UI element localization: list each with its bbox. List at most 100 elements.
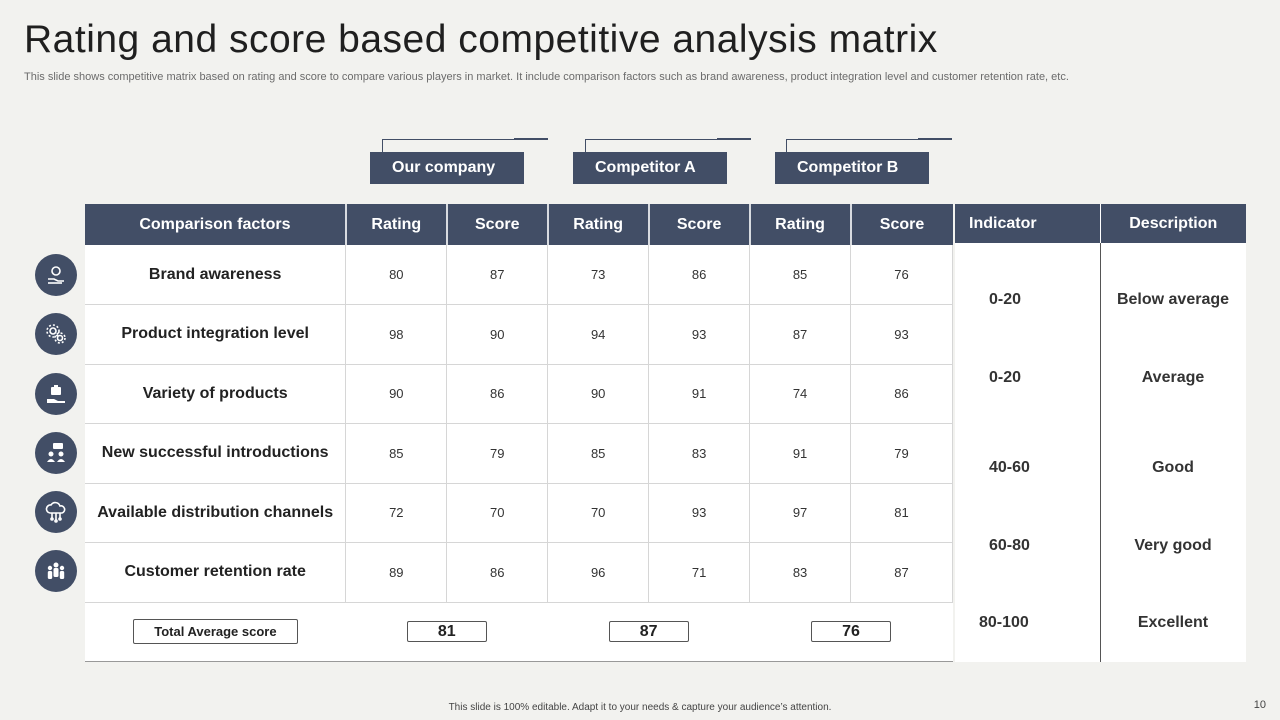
legend-header-indicator: Indicator	[955, 204, 1100, 243]
legend-divider	[1100, 243, 1101, 662]
legend-header: Indicator Description	[955, 204, 1246, 243]
indicator-legend: Indicator Description 0-20 Below average…	[955, 204, 1246, 662]
total-row: Total Average score 81 87 76	[85, 602, 953, 662]
indicator-range: 40-60	[989, 459, 1030, 476]
total-cell: 81	[345, 602, 548, 662]
indicator-description: Excellent	[1137, 614, 1209, 631]
legend-row: 80-100 Excellent	[955, 614, 1246, 632]
indicator-description: Below average	[1116, 291, 1230, 308]
factor-label: Product integration level	[85, 304, 347, 365]
value-cell: 76	[850, 245, 953, 305]
header-rating: Rating	[547, 204, 650, 245]
factor-label: Variety of products	[85, 364, 347, 424]
value-cell: 79	[446, 423, 549, 484]
header-rating: Rating	[749, 204, 852, 245]
table-header-row: Comparison factors Rating Score Rating S…	[85, 204, 953, 245]
value-cell: 93	[648, 483, 751, 543]
header-score: Score	[648, 204, 751, 245]
legend-row: 0-20 Below average	[955, 291, 1246, 309]
total-cell: 76	[749, 602, 953, 662]
value-cell: 86	[446, 364, 549, 424]
total-label-cell: Total Average score	[85, 602, 346, 662]
value-cell: 98	[345, 304, 448, 365]
value-cell: 90	[345, 364, 448, 424]
tab-bracket-decoration	[786, 138, 952, 153]
table-row: New successful introductions 85 79 85 83…	[85, 423, 953, 484]
legend-row: 40-60 Good	[955, 459, 1246, 477]
value-cell: 71	[648, 542, 751, 603]
value-cell: 97	[749, 483, 852, 543]
indicator-range: 0-20	[989, 291, 1022, 308]
total-cell: 87	[547, 602, 750, 662]
value-cell: 70	[446, 483, 549, 543]
factor-label: Available distribution channels	[85, 483, 347, 543]
value-cell: 80	[345, 245, 448, 305]
value-cell: 85	[345, 423, 448, 484]
table-row: Available distribution channels 72 70 70…	[85, 483, 953, 543]
competitive-matrix-table: Comparison factors Rating Score Rating S…	[85, 204, 953, 662]
value-cell: 91	[749, 423, 852, 484]
value-cell: 89	[345, 542, 448, 603]
total-our-company: 81	[406, 621, 487, 643]
value-cell: 83	[648, 423, 751, 484]
company-tab-our-company: Our company	[370, 152, 524, 184]
value-cell: 70	[547, 483, 650, 543]
header-score: Score	[446, 204, 549, 245]
value-cell: 87	[850, 542, 953, 603]
header-score: Score	[850, 204, 953, 245]
value-cell: 81	[850, 483, 953, 543]
value-cell: 90	[547, 364, 650, 424]
value-cell: 96	[547, 542, 650, 603]
value-cell: 86	[648, 245, 751, 305]
header-rating: Rating	[345, 204, 448, 245]
value-cell: 85	[749, 245, 852, 305]
value-cell: 94	[547, 304, 650, 365]
legend-row: 60-80 Very good	[955, 537, 1246, 555]
header-comparison-factors: Comparison factors	[85, 204, 347, 245]
slide-title: Rating and score based competitive analy…	[24, 18, 938, 61]
indicator-description: Average	[1141, 369, 1205, 386]
value-cell: 85	[547, 423, 650, 484]
table-row: Product integration level 98 90 94 93 87…	[85, 304, 953, 365]
footer-note: This slide is 100% editable. Adapt it to…	[448, 702, 832, 713]
company-tab-competitor-b: Competitor B	[775, 152, 929, 184]
value-cell: 87	[749, 304, 852, 365]
value-cell: 93	[850, 304, 953, 365]
table-row: Customer retention rate 89 86 96 71 83 8…	[85, 542, 953, 603]
value-cell: 72	[345, 483, 448, 543]
hand-briefcase-icon	[35, 373, 77, 415]
indicator-range: 60-80	[989, 537, 1030, 554]
value-cell: 86	[446, 542, 549, 603]
indicator-description: Very good	[1134, 537, 1212, 554]
total-average-label: Total Average score	[133, 619, 298, 645]
value-cell: 90	[446, 304, 549, 365]
tab-bracket-decoration	[585, 138, 751, 153]
value-cell: 86	[850, 364, 953, 424]
group-people-icon	[35, 550, 77, 592]
table-row: Variety of products 90 86 90 91 74 86	[85, 364, 953, 424]
slide-subtitle: This slide shows competitive matrix base…	[24, 71, 1069, 83]
cloud-network-icon	[35, 491, 77, 533]
indicator-description: Good	[1152, 459, 1194, 476]
value-cell: 74	[749, 364, 852, 424]
value-cell: 87	[446, 245, 549, 305]
value-cell: 73	[547, 245, 650, 305]
value-cell: 79	[850, 423, 953, 484]
total-competitor-b: 76	[811, 621, 892, 643]
legend-row: 0-20 Average	[955, 369, 1246, 387]
factor-label: Customer retention rate	[85, 542, 347, 603]
value-cell: 93	[648, 304, 751, 365]
company-tab-competitor-a: Competitor A	[573, 152, 727, 184]
tab-bracket-decoration	[382, 138, 548, 153]
value-cell: 91	[648, 364, 751, 424]
page-number: 10	[1253, 699, 1266, 711]
factor-label: New successful introductions	[85, 423, 347, 484]
table-row: Brand awareness 80 87 73 86 85 76	[85, 245, 953, 305]
factor-label: Brand awareness	[85, 245, 347, 305]
hand-idea-icon	[35, 254, 77, 296]
indicator-range: 80-100	[979, 614, 1029, 631]
gears-icon	[35, 313, 77, 355]
total-competitor-a: 87	[608, 621, 689, 643]
legend-header-description: Description	[1100, 204, 1246, 243]
value-cell: 83	[749, 542, 852, 603]
